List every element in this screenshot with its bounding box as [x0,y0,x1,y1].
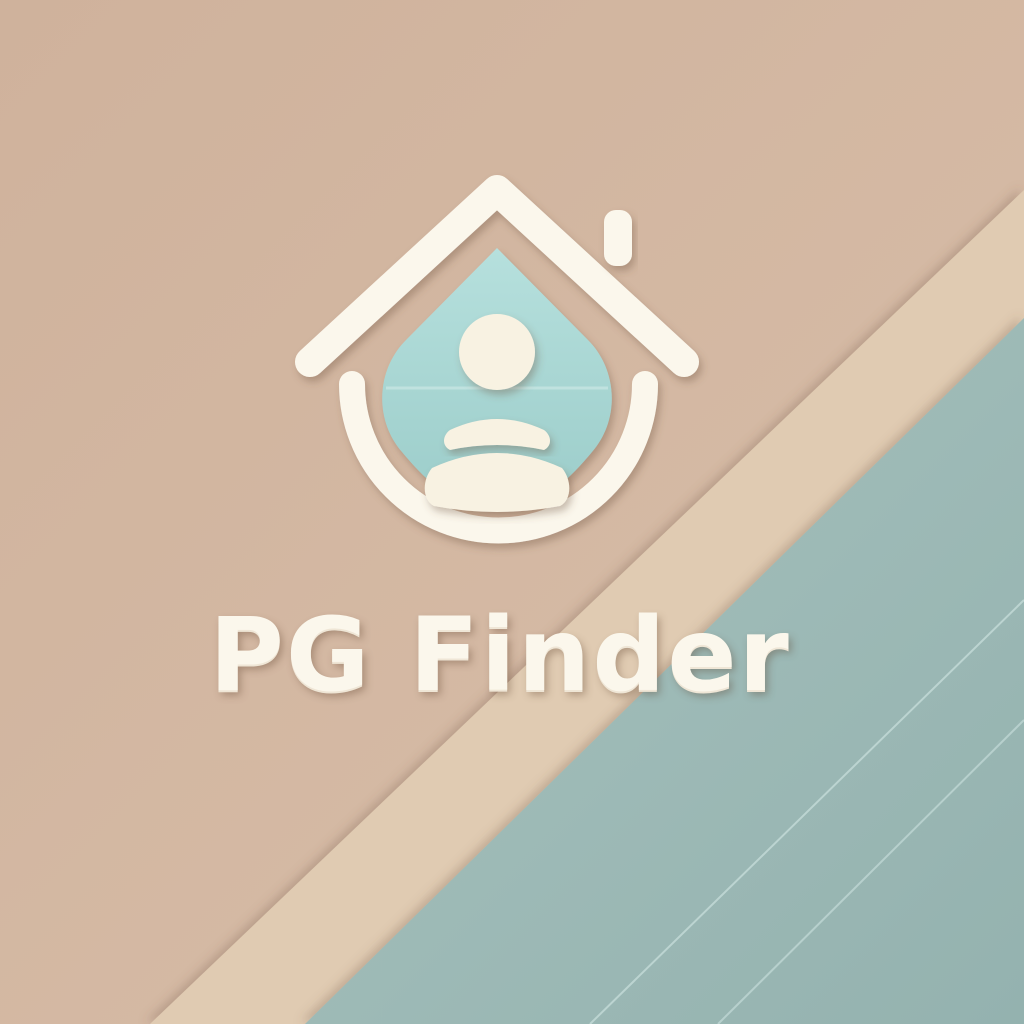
chimney-icon [604,210,632,266]
house-with-person-icon [280,160,720,580]
brand-name: PG Finder [0,600,1000,712]
person-head-icon [459,314,535,390]
